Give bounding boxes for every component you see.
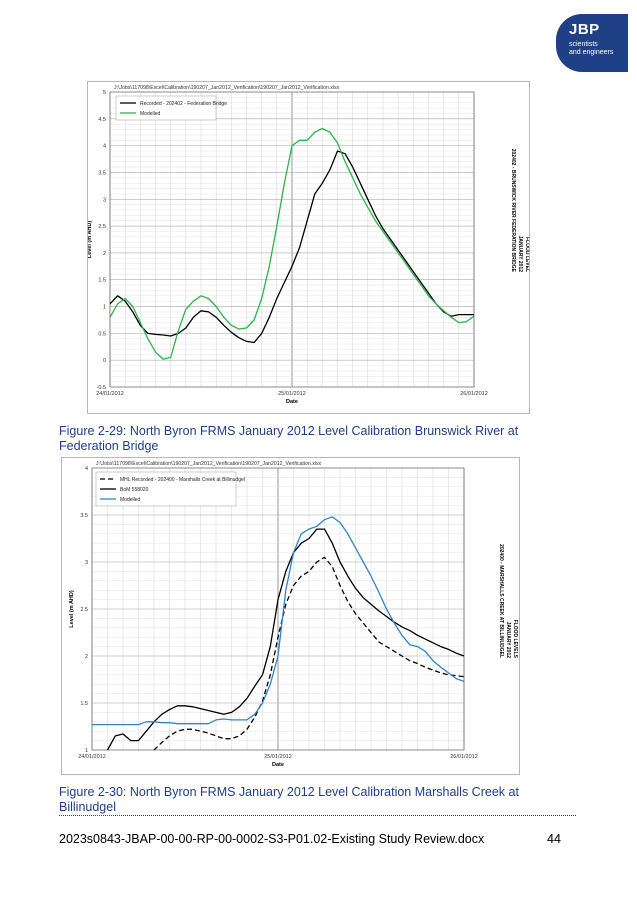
series-line-1 <box>153 556 465 751</box>
side-title-line: FLOOD LEVELS <box>512 620 518 659</box>
x-tick-label: 26/01/2012 <box>450 754 478 760</box>
x-tick-label: 24/01/2012 <box>78 754 106 760</box>
y-tick-label: -0.5 <box>97 385 106 391</box>
chart-svg: 1 1.5 2 2.5 3 3.5 4 24/01/2012 25/01/2012 26/01/2… <box>69 461 525 768</box>
chart-brunswick-river: -0.5 0 0.5 1 1.5 2 2.5 3 3.5 4 4.5 5 24/01/2012 25/01… <box>87 81 537 414</box>
legend-label: MHL Recorded - 202400 - Marshalls Creek … <box>120 477 245 483</box>
y-tick-label: 2.5 <box>98 224 106 230</box>
grid <box>109 91 475 388</box>
side-title-line: FLOOD LEVEL <box>524 237 529 272</box>
legend-label: Recorded - 202402 - Federation Bridge <box>140 101 227 107</box>
grid <box>91 467 465 751</box>
footer-filename: 2023s0843-JBAP-00-00-RP-00-0002-S3-P01.0… <box>59 832 485 846</box>
side-title-line: 202400 - MARSHALLS CREEK AT BILLINUDGEL <box>498 544 504 658</box>
y-tick-label: 5 <box>103 90 106 96</box>
file-path-label: J:\Jobs\117098\Excel\Calibration\190207_… <box>114 85 340 91</box>
plot-area-border <box>91 467 465 751</box>
logo-tagline-line-2: and engineers <box>569 49 614 56</box>
y-tick-label: 1.5 <box>80 701 88 707</box>
y-tick-label: 4 <box>103 144 106 150</box>
series-line-2 <box>109 127 475 360</box>
plot-area-border <box>109 91 475 388</box>
file-path-label: J:\Jobs\117098\Excel\Calibration\190207_… <box>96 461 322 467</box>
side-title-line: JANUARY 2012 <box>505 622 511 659</box>
logo-tagline: scientists and engineers <box>569 41 613 57</box>
y-tick-label: 0.5 <box>98 331 106 337</box>
y-tick-label: 4 <box>85 466 88 472</box>
y-tick-label: 0 <box>103 358 106 364</box>
legend-label: Modelled <box>140 111 161 117</box>
side-title-line: 202402 - BRUNSWICK RIVER FEDERATION BRID… <box>510 149 516 273</box>
y-tick-label: 2 <box>85 654 88 660</box>
figure-caption-2-29: Figure 2-29: North Byron FRMS January 20… <box>59 424 519 453</box>
chart-svg: -0.5 0 0.5 1 1.5 2 2.5 3 3.5 4 4.5 5 24/01/2012 25/01… <box>87 85 537 405</box>
company-logo: JBP scientists and engineers <box>556 14 628 72</box>
x-tick-label: 25/01/2012 <box>264 754 292 760</box>
y-tick-label: 3.5 <box>80 513 88 519</box>
x-axis-title: Date <box>272 762 284 768</box>
y-tick-label: 2.5 <box>80 607 88 613</box>
footer-divider <box>59 815 576 816</box>
legend-box <box>95 471 237 507</box>
legend-box <box>115 95 217 121</box>
series-line-3 <box>92 516 465 726</box>
logo-name: JBP <box>569 21 600 38</box>
y-axis-title: Level (m AHD) <box>88 221 93 259</box>
x-tick-label: 24/01/2012 <box>96 391 124 397</box>
y-tick-label: 4.5 <box>98 117 106 123</box>
legend: Recorded - 202402 - Federation Bridge Mod… <box>115 95 227 121</box>
logo-tagline-line-1: scientists <box>569 41 598 48</box>
x-tick-label: 26/01/2012 <box>460 391 488 397</box>
y-axis-title: Level (m AHD) <box>69 590 75 628</box>
series-line-2 <box>106 528 465 751</box>
x-axis-title: Date <box>286 399 298 405</box>
y-tick-label: 1.5 <box>98 278 106 284</box>
y-tick-label: 2 <box>103 251 106 257</box>
series-line-1 <box>109 150 474 344</box>
y-tick-label: 3.5 <box>98 170 106 176</box>
y-tick-label: 3 <box>85 560 88 566</box>
side-title-line: JANUARY 2012 <box>517 236 523 273</box>
legend-label: BoM 558020 <box>120 487 149 493</box>
footer-page-number: 44 <box>547 832 561 846</box>
x-tick-label: 25/01/2012 <box>278 391 306 397</box>
y-tick-label: 3 <box>103 197 106 203</box>
legend: MHL Recorded - 202400 - Marshalls Creek … <box>95 471 245 507</box>
figure-caption-2-30: Figure 2-30: North Byron FRMS January 20… <box>59 785 519 814</box>
legend-label: Modelled <box>120 497 141 503</box>
y-tick-label: 1 <box>85 748 88 754</box>
y-tick-label: 1 <box>103 305 106 311</box>
chart-marshalls-creek: 1 1.5 2 2.5 3 3.5 4 24/01/2012 25/01/2012 26/01/2… <box>61 457 525 775</box>
